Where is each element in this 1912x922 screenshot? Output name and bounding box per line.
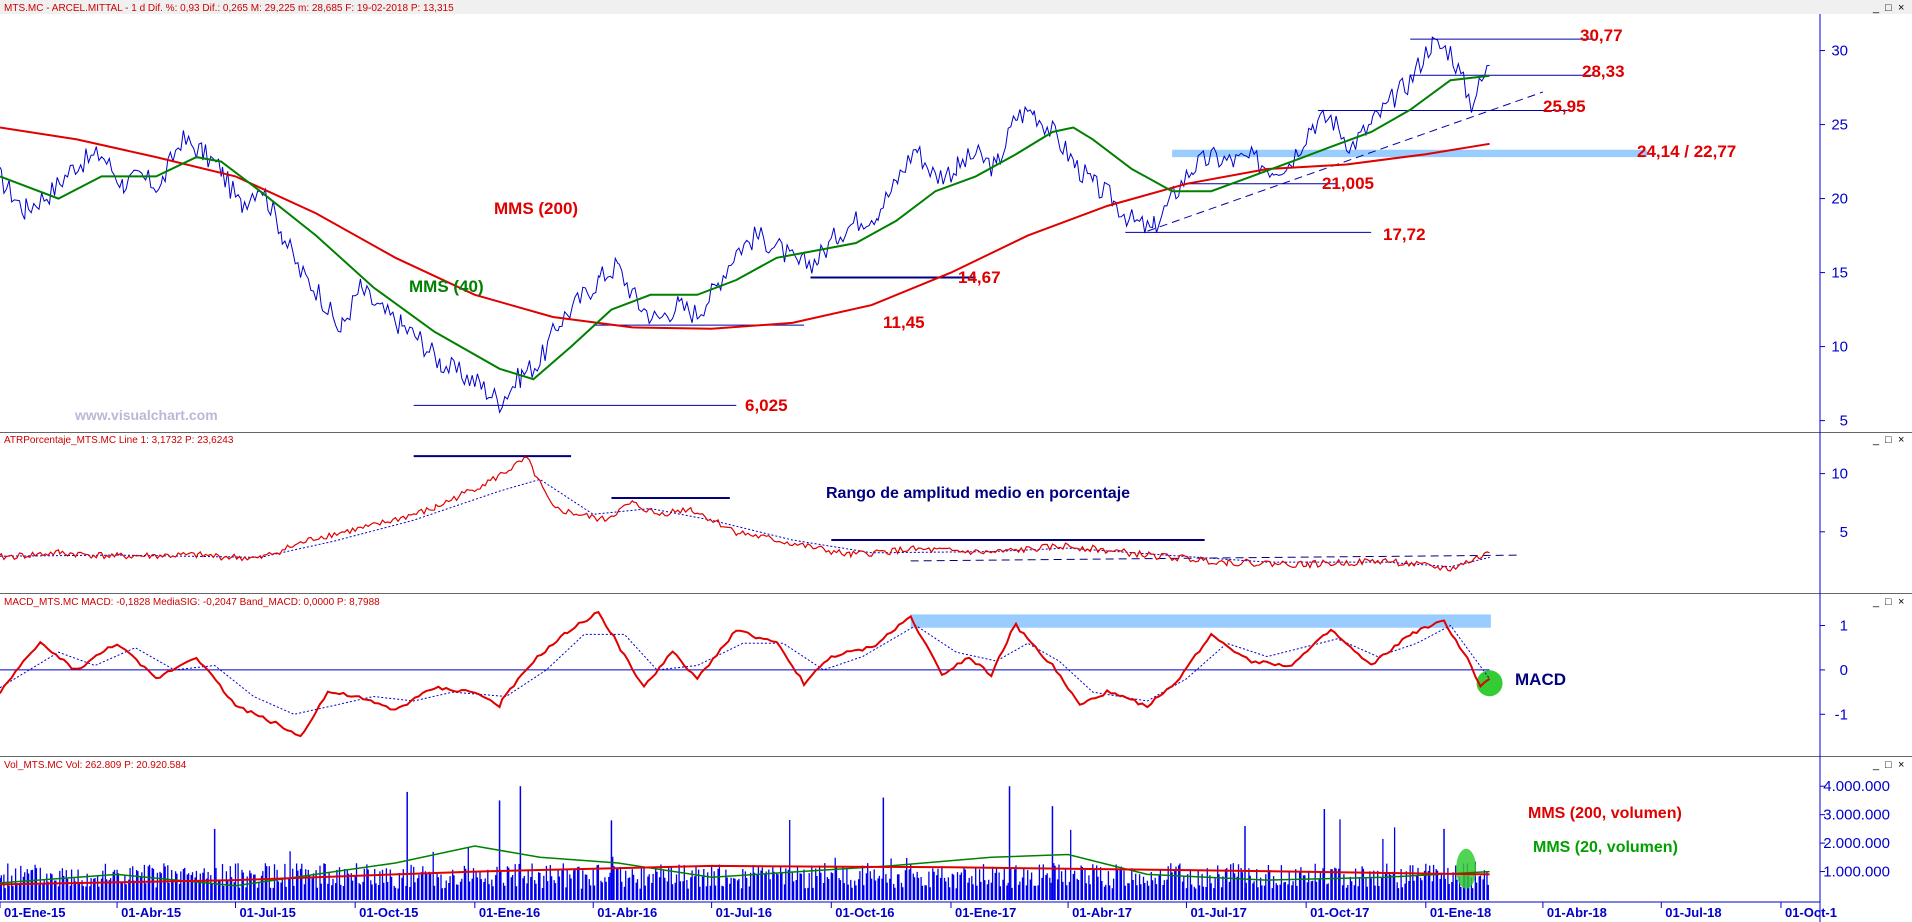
volume-mms20-label: MMS (20, volumen) — [1533, 839, 1678, 856]
minimize-icon[interactable]: _ — [1872, 759, 1880, 771]
atr-chart-layer: 5 10 Rango de amplitud medio en porcentaje — [0, 455, 1848, 572]
atr-annotation: Rango de amplitud medio en porcentaje — [826, 485, 1130, 502]
x-tick-label: 01-Oct-15 — [359, 905, 418, 920]
macd-series — [0, 610, 1491, 738]
macd-y-tick-label: -1 — [1835, 706, 1848, 723]
atr-trendline — [910, 554, 1521, 562]
volume-y-tick-label: 2.000.000 — [1823, 835, 1890, 852]
price-y-tick-label: 5 — [1840, 413, 1848, 430]
minimize-icon[interactable]: _ — [1872, 434, 1880, 446]
macd-highlight-circle — [1476, 670, 1503, 697]
atr-panel-window-buttons[interactable]: _ □ × — [1872, 434, 1904, 446]
macd-y-tick-label: 0 — [1840, 662, 1848, 679]
atr-y-tick-label: 5 — [1840, 524, 1848, 541]
atr-signal-series — [0, 478, 1490, 568]
maximize-icon[interactable]: □ — [1885, 596, 1892, 608]
x-tick-label: 01-Jul-16 — [716, 905, 772, 920]
panel-divider — [0, 593, 1912, 594]
volume-y-tick-label: 1.000.000 — [1823, 864, 1890, 881]
x-tick-label: 01-Oct-1 — [1785, 905, 1837, 920]
close-icon[interactable]: × — [1898, 759, 1904, 771]
macd-panel-header: MACD_MTS.MC MACD: -0,1828 MediaSIG: -0,2… — [4, 597, 380, 608]
price-level-label: 21,005 — [1322, 174, 1374, 193]
x-tick-label: 01-Ene-15 — [4, 905, 65, 920]
minimize-icon[interactable]: _ — [1872, 2, 1880, 14]
price-level-label: 6,025 — [745, 396, 788, 415]
volume-panel-header: Vol_MTS.MC Vol: 262.809 P: 20.920.584 — [4, 760, 187, 771]
x-tick-label: 01-Ene-18 — [1430, 905, 1491, 920]
volume-bars — [0, 819, 1489, 900]
volume-y-tick-label: 3.000.000 — [1823, 807, 1890, 824]
x-tick-label: 01-Oct-17 — [1310, 905, 1369, 920]
mms200-label: MMS (200) — [494, 199, 578, 218]
trendline — [1147, 91, 1544, 232]
atr-y-tick-label: 10 — [1831, 466, 1848, 483]
maximize-icon[interactable]: □ — [1885, 759, 1892, 771]
price-y-tick-label: 25 — [1831, 117, 1848, 134]
price-level-label: 24,14 / 22,77 — [1637, 142, 1736, 161]
price-level-label: 28,33 — [1582, 62, 1625, 81]
price-series — [0, 36, 1490, 414]
maximize-icon[interactable]: □ — [1885, 2, 1892, 14]
macd-annotation: MACD — [1515, 670, 1566, 689]
price-level-label: 30,77 — [1580, 26, 1623, 45]
volume-chart-layer: 4.000.000 3.000.000 2.000.000 1.000.000 MMS … — [0, 778, 1890, 900]
macd-resistance-band — [910, 614, 1491, 628]
x-tick-label: 01-Abr-18 — [1547, 905, 1607, 920]
volume-y-tick-label: 4.000.000 — [1823, 778, 1890, 795]
price-panel-header-bar — [0, 0, 1912, 14]
volume-mms200-label: MMS (200, volumen) — [1528, 805, 1682, 822]
time-axis: 01-Ene-15 01-Abr-15 01-Jul-15 01-Oct-15 01-E… — [0, 902, 1837, 920]
mms200-series — [0, 126, 1490, 330]
maximize-icon[interactable]: □ — [1885, 434, 1892, 446]
price-y-tick-label: 15 — [1831, 265, 1848, 282]
price-level-label: 25,95 — [1543, 97, 1586, 116]
macd-chart-layer: 1 0 -1 MACD — [0, 610, 1848, 738]
close-icon[interactable]: × — [1898, 434, 1904, 446]
x-tick-label: 01-Jul-18 — [1665, 905, 1721, 920]
x-tick-label: 01-Ene-17 — [955, 905, 1016, 920]
watermark: www.visualchart.com — [74, 407, 218, 423]
x-tick-label: 01-Abr-17 — [1072, 905, 1132, 920]
x-tick-label: 01-Oct-16 — [835, 905, 894, 920]
minimize-icon[interactable]: _ — [1872, 596, 1880, 608]
price-panel-window-buttons[interactable]: _ □ × — [1872, 2, 1904, 14]
volume-highlight-ellipse — [1456, 848, 1477, 889]
volume-mms200-series — [0, 864, 1490, 886]
x-tick-label: 01-Jul-17 — [1190, 905, 1246, 920]
atr-series — [0, 456, 1490, 572]
price-level-label: 17,72 — [1383, 225, 1426, 244]
price-level-label: 14,67 — [958, 268, 1001, 287]
x-tick-label: 01-Abr-16 — [597, 905, 657, 920]
atr-panel-header: ATRPorcentaje_MTS.MC Line 1: 3,1732 P: 2… — [4, 435, 234, 446]
panel-divider — [0, 756, 1912, 757]
price-panel-header: MTS.MC - ARCEL.MITTAL - 1 d Dif. %: 0,93… — [4, 3, 454, 14]
panel-divider — [0, 432, 1912, 433]
mms40-series — [0, 74, 1490, 381]
price-y-tick-label: 20 — [1831, 191, 1848, 208]
price-chart-layer: 5 10 15 20 25 30 30,77 28,33 25,95 24,14 / 22,77 2… — [0, 26, 1848, 430]
macd-panel-window-buttons[interactable]: _ □ × — [1872, 596, 1904, 608]
x-tick-label: 01-Ene-16 — [479, 905, 540, 920]
close-icon[interactable]: × — [1898, 596, 1904, 608]
price-y-tick-label: 30 — [1831, 43, 1848, 60]
volume-panel-window-buttons[interactable]: _ □ × — [1872, 759, 1904, 771]
x-tick-label: 01-Abr-15 — [121, 905, 181, 920]
price-y-tick-label: 10 — [1831, 339, 1848, 356]
close-icon[interactable]: × — [1898, 2, 1904, 14]
macd-y-tick-label: 1 — [1840, 618, 1848, 635]
support-band — [1172, 149, 1647, 158]
mms40-label: MMS (40) — [409, 277, 484, 296]
macd-signal-series — [0, 624, 1491, 715]
x-tick-label: 01-Jul-15 — [239, 905, 295, 920]
price-level-label: 11,45 — [883, 313, 925, 332]
